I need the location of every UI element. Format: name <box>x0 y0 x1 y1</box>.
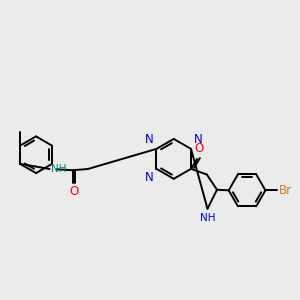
Text: O: O <box>194 142 203 155</box>
Text: NH: NH <box>50 164 66 174</box>
Text: NH: NH <box>200 212 215 223</box>
Text: Br: Br <box>279 184 292 197</box>
Text: N: N <box>145 171 154 184</box>
Text: N: N <box>145 134 154 146</box>
Text: O: O <box>69 184 79 197</box>
Text: N: N <box>194 134 202 146</box>
